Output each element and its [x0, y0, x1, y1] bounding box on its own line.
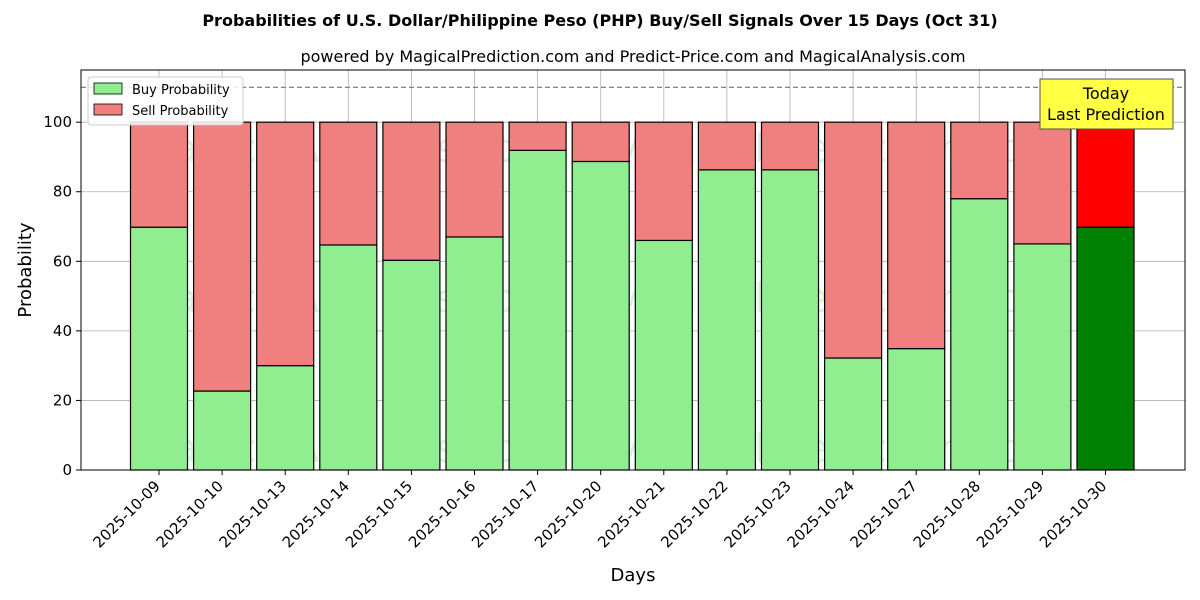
bar-sell-2025-10-14 [319, 121, 378, 246]
y-tick-label: 0 [62, 461, 72, 479]
plot-frame [80, 69, 1186, 471]
bar-sell-2025-10-20 [571, 121, 630, 163]
bar-buy-2025-10-13 [256, 365, 315, 471]
bar-buy-2025-10-24 [823, 357, 883, 471]
x-tick-label: 2025-10-21 [594, 477, 668, 551]
today-annotation: Today Last Prediction [1039, 78, 1174, 130]
bar-sell-2025-10-21 [634, 121, 693, 242]
x-tick-label: 2025-10-16 [405, 477, 479, 551]
annotation-line-today: Today [1082, 84, 1129, 103]
x-tick-label: 2025-10-17 [468, 477, 542, 551]
x-tick-label: 2025-10-30 [1036, 477, 1110, 551]
bar-buy-2025-10-20 [571, 160, 630, 471]
chart-subtitle: powered by MagicalPrediction.com and Pre… [300, 47, 965, 66]
legend-swatch-buy [93, 82, 123, 95]
x-axis-ticks: 2025-10-092025-10-102025-10-132025-10-14… [89, 470, 1110, 551]
x-tick-label: 2025-10-23 [720, 477, 794, 551]
annotation-box [1039, 78, 1174, 130]
x-axis-label: Days [611, 565, 656, 586]
bar-buy-2025-10-22 [697, 169, 757, 471]
bar-sell-2025-10-10 [193, 121, 252, 392]
bar-sell-2025-10-09 [129, 121, 189, 228]
annotation-line-last-prediction: Last Prediction [1047, 105, 1165, 124]
bar-buy-2025-10-09 [129, 226, 189, 471]
y-tick-label: 20 [53, 391, 72, 409]
bar-sell-2025-10-29 [1013, 121, 1072, 245]
y-axis-label: Probability [15, 222, 36, 317]
bar-sell-2025-10-16 [445, 121, 504, 238]
bar-sell-2025-10-28 [950, 121, 1009, 200]
bar-sell-2025-10-30 [1076, 121, 1135, 228]
legend: Buy Probability Sell Probability [87, 76, 244, 126]
bar-buy-2025-10-29 [1013, 243, 1072, 471]
bar-sell-2025-10-27 [887, 121, 946, 350]
bar-buy-2025-10-10 [193, 390, 252, 471]
bar-buy-2025-10-23 [760, 169, 820, 471]
legend-label-sell: Sell Probability [132, 104, 229, 119]
x-tick-label: 2025-10-20 [531, 477, 605, 551]
bar-buy-2025-10-14 [319, 244, 378, 471]
x-tick-label: 2025-10-15 [342, 477, 416, 551]
bar-buy-2025-10-21 [634, 239, 693, 471]
bar-sell-2025-10-17 [508, 121, 567, 151]
y-tick-label: 60 [53, 252, 72, 270]
bar-sell-2025-10-24 [823, 121, 883, 359]
x-tick-label: 2025-10-27 [847, 477, 921, 551]
bar-buy-2025-10-28 [950, 198, 1009, 471]
bars [129, 121, 1135, 471]
bar-buy-2025-10-15 [382, 259, 441, 471]
bar-buy-2025-10-30 [1076, 226, 1135, 471]
bar-sell-2025-10-15 [382, 121, 441, 261]
chart-title: Probabilities of U.S. Dollar/Philippine … [202, 11, 997, 30]
bar-sell-2025-10-23 [760, 121, 820, 171]
bar-buy-2025-10-27 [887, 348, 946, 471]
x-tick-label: 2025-10-28 [910, 477, 984, 551]
y-axis-ticks: 0 20 40 60 80 100 [43, 113, 81, 479]
legend-label-buy: Buy Probability [132, 83, 230, 98]
y-tick-label: 100 [43, 113, 72, 131]
y-tick-label: 80 [53, 183, 72, 201]
bar-sell-2025-10-22 [697, 121, 757, 171]
legend-swatch-sell [93, 103, 123, 116]
x-tick-label: 2025-10-09 [89, 477, 163, 551]
x-tick-label: 2025-10-10 [153, 477, 227, 551]
legend-box [87, 76, 244, 126]
bar-buy-2025-10-17 [508, 149, 567, 471]
x-tick-label: 2025-10-24 [784, 477, 858, 551]
y-tick-label: 40 [53, 322, 72, 340]
x-tick-label: 2025-10-14 [279, 477, 353, 551]
x-tick-label: 2025-10-29 [973, 477, 1047, 551]
bar-buy-2025-10-16 [445, 236, 504, 471]
x-tick-label: 2025-10-13 [216, 477, 290, 551]
bar-sell-2025-10-13 [256, 121, 315, 367]
x-tick-label: 2025-10-22 [657, 477, 731, 551]
